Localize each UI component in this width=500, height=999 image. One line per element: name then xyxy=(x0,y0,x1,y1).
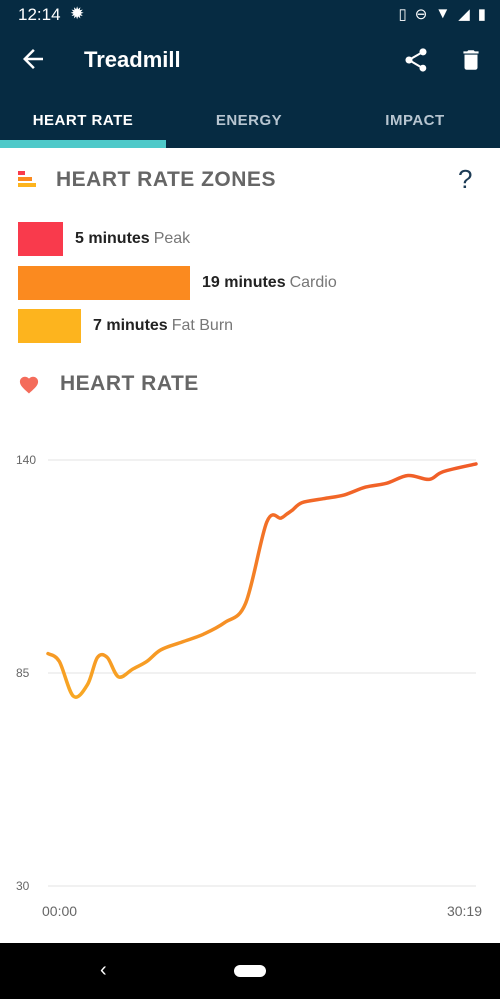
zones-section-header: HEART RATE ZONES ? xyxy=(0,162,500,202)
heart-rate-section-header: HEART RATE xyxy=(0,366,500,406)
heart-rate-heading: HEART RATE xyxy=(60,372,199,395)
delete-icon[interactable] xyxy=(458,46,484,74)
share-icon[interactable] xyxy=(402,46,430,74)
zone-minutes: 19 minutes xyxy=(202,274,286,291)
active-tab-indicator xyxy=(0,140,166,148)
zone-name: Peak xyxy=(153,230,191,247)
heart-icon xyxy=(19,376,39,394)
zone-minutes: 5 minutes xyxy=(75,230,150,247)
zone-label-peak: 5 minutes Peak xyxy=(75,230,190,248)
y-tick-label: 140 xyxy=(16,453,36,467)
battery-icon: ▮ xyxy=(477,6,486,23)
heart-rate-chart: 140 85 30 00:00 30:19 xyxy=(16,453,482,919)
heart-rate-series-line xyxy=(46,462,478,699)
zone-bar-fat-burn xyxy=(18,309,81,343)
nav-home-pill[interactable] xyxy=(234,965,266,977)
zones-heading: HEART RATE ZONES xyxy=(56,168,276,191)
tab-energy[interactable]: ENERGY xyxy=(215,111,283,129)
zone-row-cardio: 19 minutes Cardio xyxy=(18,265,337,301)
tab-heart-rate[interactable]: HEART RATE xyxy=(32,111,134,129)
wifi-icon: ▼ xyxy=(435,5,451,22)
zone-row-peak: 5 minutes Peak xyxy=(18,221,190,257)
zones-bars-icon xyxy=(18,171,36,187)
zone-name: Fat Burn xyxy=(171,317,234,334)
page-title: Treadmill xyxy=(84,47,181,72)
x-tick-label: 30:19 xyxy=(447,903,482,919)
x-tick-label: 00:00 xyxy=(42,903,77,919)
status-bar: 12:14 ✹ ▯ ⊖ ▼ ◢ ▮ xyxy=(0,0,500,30)
status-time: 12:14 xyxy=(18,5,61,24)
zone-bar-peak xyxy=(18,222,63,256)
status-icons: ▯ ⊖ ▼ ◢ ▮ xyxy=(398,5,486,23)
nav-back-icon[interactable]: ‹ xyxy=(100,959,107,981)
help-icon[interactable]: ? xyxy=(458,164,473,194)
zone-name: Cardio xyxy=(289,274,337,291)
vibrate-icon: ▯ xyxy=(398,6,407,23)
tab-impact[interactable]: IMPACT xyxy=(385,111,445,129)
app-bar: Treadmill xyxy=(0,30,500,92)
zone-label-cardio: 19 minutes Cardio xyxy=(202,274,337,292)
y-tick-label: 85 xyxy=(16,666,30,680)
zone-row-fat-burn: 7 minutes Fat Burn xyxy=(18,308,233,344)
do-not-disturb-icon: ⊖ xyxy=(414,6,428,23)
zone-minutes: 7 minutes xyxy=(93,317,168,334)
system-nav-bar: ‹ xyxy=(0,943,500,999)
back-arrow-icon[interactable] xyxy=(18,44,48,74)
zone-bar-cardio xyxy=(18,266,190,300)
signal-icon: ◢ xyxy=(458,6,470,23)
zone-label-fat-burn: 7 minutes Fat Burn xyxy=(93,317,233,335)
settings-gear-icon: ✹ xyxy=(70,4,85,23)
tab-bar: HEART RATE ENERGY IMPACT xyxy=(0,92,500,148)
y-tick-label: 30 xyxy=(16,879,30,893)
